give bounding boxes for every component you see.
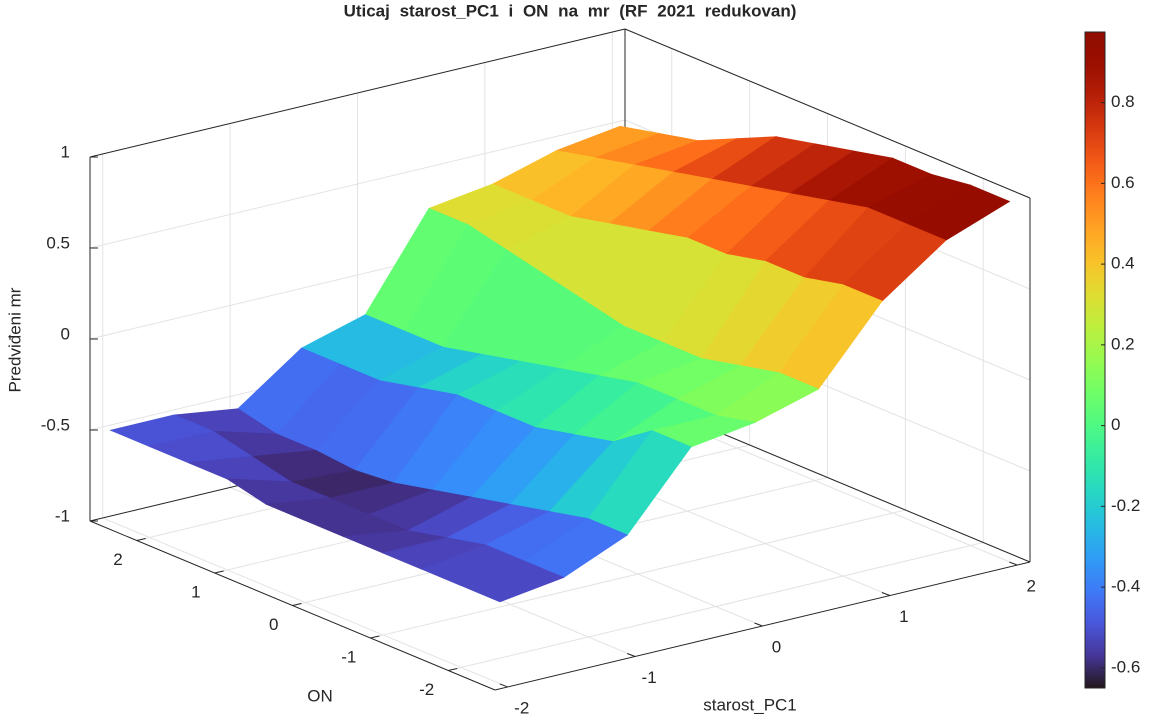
tick-mark [1009,561,1018,566]
chart-title: Uticaj starost_PC1 i ON na mr (RF 2021 r… [344,1,797,20]
z-tick-label: 1 [61,142,70,161]
surface-patch [459,560,565,603]
x-tick-label: 1 [899,607,908,626]
tick-mark [448,668,458,671]
z-tick-label: 0.5 [46,233,70,252]
tick-mark [214,570,224,574]
z-axis-label: Predviđeni mr [5,287,24,392]
tick-mark [881,592,891,596]
tick-mark [626,653,636,657]
grid-line [89,119,626,249]
z-tick-label: 0 [61,324,70,343]
colorbar-tick-label: -0.2 [1111,496,1140,515]
x-tick-label: 0 [772,637,781,656]
tick-mark [499,683,508,688]
grid-line [448,542,984,671]
colorbar-tick-label: 0.4 [1111,254,1135,273]
axis-box-edge [624,28,1031,199]
axis-box-edge [89,28,626,158]
x-tick-label: -2 [514,698,529,717]
colorbar-tick-label: 0 [1111,415,1120,434]
colorbar-tick-label: 0.8 [1111,92,1135,111]
tick-mark [370,635,380,639]
x-axis-label: starost_PC1 [703,695,797,714]
colorbar-tick-label: 0.2 [1111,334,1135,353]
colorbar-tick-label: 0.6 [1111,173,1135,192]
colorbar-tick-label: -0.4 [1111,577,1140,596]
y-tick-label: 2 [113,550,122,569]
y-tick-label: -1 [341,647,356,666]
z-tick-label: -0.5 [41,415,70,434]
x-tick-label: 2 [1027,577,1036,596]
y-tick-label: -2 [419,680,434,699]
y-tick-label: 0 [269,615,278,634]
colorbar [1084,31,1106,689]
x-tick-label: -1 [642,668,657,687]
grid-line [370,509,906,639]
tick-mark [136,538,146,541]
y-axis-label: ON [307,686,333,705]
y-tick-label: 1 [191,582,200,601]
colorbar-tick-label: -0.6 [1111,657,1140,676]
z-tick-label: -1 [55,506,70,525]
tick-mark [292,603,302,606]
tick-mark [754,622,763,627]
